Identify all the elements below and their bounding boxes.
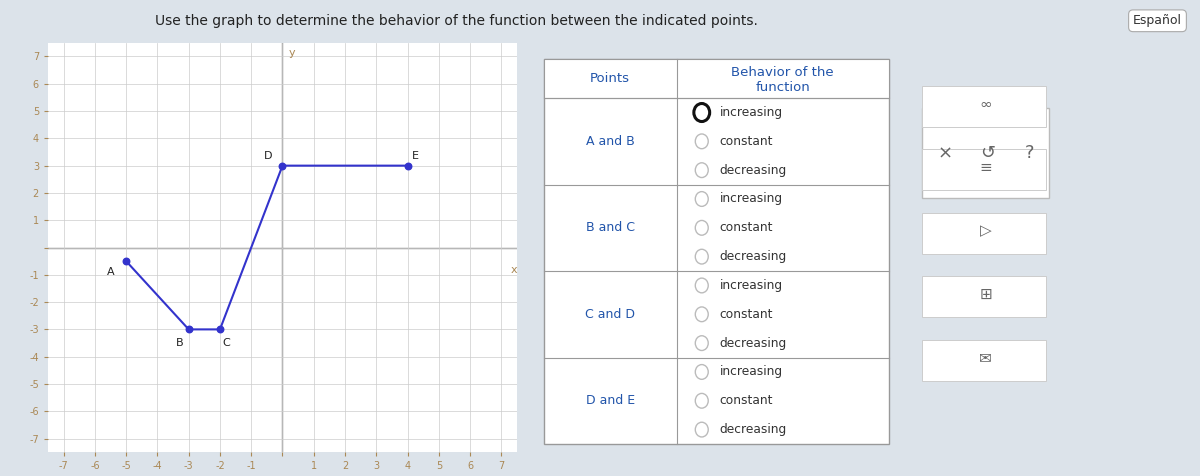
Text: ×: × [937, 144, 953, 162]
Text: B and C: B and C [586, 221, 635, 234]
Text: C and D: C and D [586, 308, 635, 321]
Bar [923, 213, 1046, 254]
Bar [923, 86, 1046, 127]
Text: ⊞: ⊞ [979, 287, 992, 302]
Point [116, 258, 136, 265]
Circle shape [695, 134, 708, 149]
Point [179, 326, 198, 333]
Text: increasing: increasing [720, 192, 782, 206]
Circle shape [695, 220, 708, 235]
Text: constant: constant [720, 135, 773, 148]
Text: ≡: ≡ [979, 160, 992, 175]
Text: decreasing: decreasing [720, 423, 787, 436]
Circle shape [695, 365, 708, 379]
Bar [923, 109, 1049, 198]
Circle shape [695, 422, 708, 437]
Text: function: function [755, 81, 810, 94]
Text: decreasing: decreasing [720, 250, 787, 263]
Point [210, 326, 229, 333]
Text: D: D [264, 151, 272, 161]
Circle shape [695, 192, 708, 207]
Circle shape [694, 103, 709, 121]
Text: decreasing: decreasing [720, 164, 787, 177]
Text: Use the graph to determine the behavior of the function between the indicated po: Use the graph to determine the behavior … [155, 14, 757, 28]
Text: ▷: ▷ [979, 224, 991, 238]
Circle shape [695, 249, 708, 264]
Text: x: x [511, 265, 517, 275]
Bar [544, 59, 889, 98]
Text: Points: Points [590, 72, 630, 85]
Text: D and E: D and E [586, 394, 635, 407]
Text: B: B [175, 338, 184, 348]
Circle shape [695, 278, 708, 293]
Circle shape [695, 393, 708, 408]
Text: E: E [412, 151, 419, 161]
Text: Behavior of the: Behavior of the [731, 66, 834, 79]
Circle shape [695, 163, 708, 178]
Text: ✉: ✉ [979, 350, 992, 366]
Text: ↺: ↺ [980, 144, 996, 162]
Text: constant: constant [720, 394, 773, 407]
Text: constant: constant [720, 308, 773, 321]
Point [398, 162, 418, 169]
Text: constant: constant [720, 221, 773, 234]
Text: y: y [289, 48, 295, 58]
Bar [923, 276, 1046, 317]
Text: A: A [107, 267, 114, 277]
Text: A and B: A and B [586, 135, 635, 148]
Text: increasing: increasing [720, 106, 782, 119]
Text: ?: ? [1025, 144, 1034, 162]
Text: increasing: increasing [720, 279, 782, 292]
Text: ∞: ∞ [979, 97, 992, 112]
Circle shape [695, 307, 708, 322]
Text: increasing: increasing [720, 366, 782, 378]
Text: Español: Español [1133, 14, 1182, 27]
Bar [923, 340, 1046, 381]
Point [272, 162, 292, 169]
Circle shape [695, 336, 708, 350]
Text: C: C [222, 338, 230, 348]
Text: decreasing: decreasing [720, 337, 787, 350]
Bar [923, 149, 1046, 190]
